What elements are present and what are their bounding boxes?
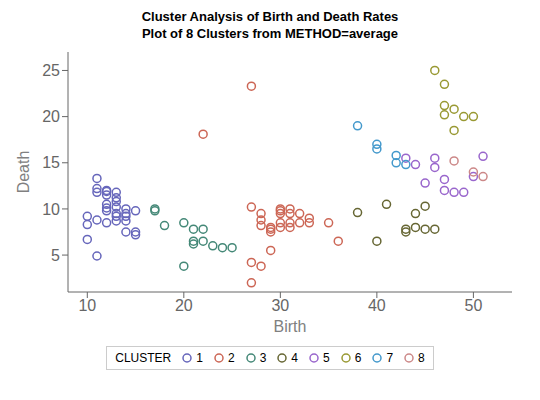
html-text:1: 1 <box>196 351 203 365</box>
html-text:8: 8 <box>418 351 425 365</box>
html-text:7: 7 <box>386 351 394 365</box>
svg-text:25: 25 <box>42 62 60 79</box>
svg-text:10: 10 <box>78 297 96 314</box>
svg-text:10: 10 <box>42 201 60 218</box>
svg-text:30: 30 <box>271 297 289 314</box>
html-text:3: 3 <box>259 351 267 365</box>
html-text:Plot of 8 Clusters from METHOD: Plot of 8 Clusters from METHOD=average <box>142 26 398 41</box>
html-text:5: 5 <box>323 351 330 365</box>
svg-text:Death: Death <box>15 151 32 194</box>
svg-text:20: 20 <box>42 108 60 125</box>
svg-text:20: 20 <box>175 297 193 314</box>
svg-text:5: 5 <box>51 247 60 264</box>
html-text:Cluster Analysis of Birth and: Cluster Analysis of Birth and Death Rate… <box>141 9 399 24</box>
svg-text:15: 15 <box>42 154 60 171</box>
html-text:6: 6 <box>354 351 362 365</box>
html-text:4: 4 <box>291 351 298 365</box>
html-text:CLUSTER: CLUSTER <box>115 351 172 365</box>
html-text:2: 2 <box>227 351 235 365</box>
svg-text:50: 50 <box>464 297 482 314</box>
svg-text:Birth: Birth <box>274 318 307 335</box>
svg-text:40: 40 <box>368 297 386 314</box>
